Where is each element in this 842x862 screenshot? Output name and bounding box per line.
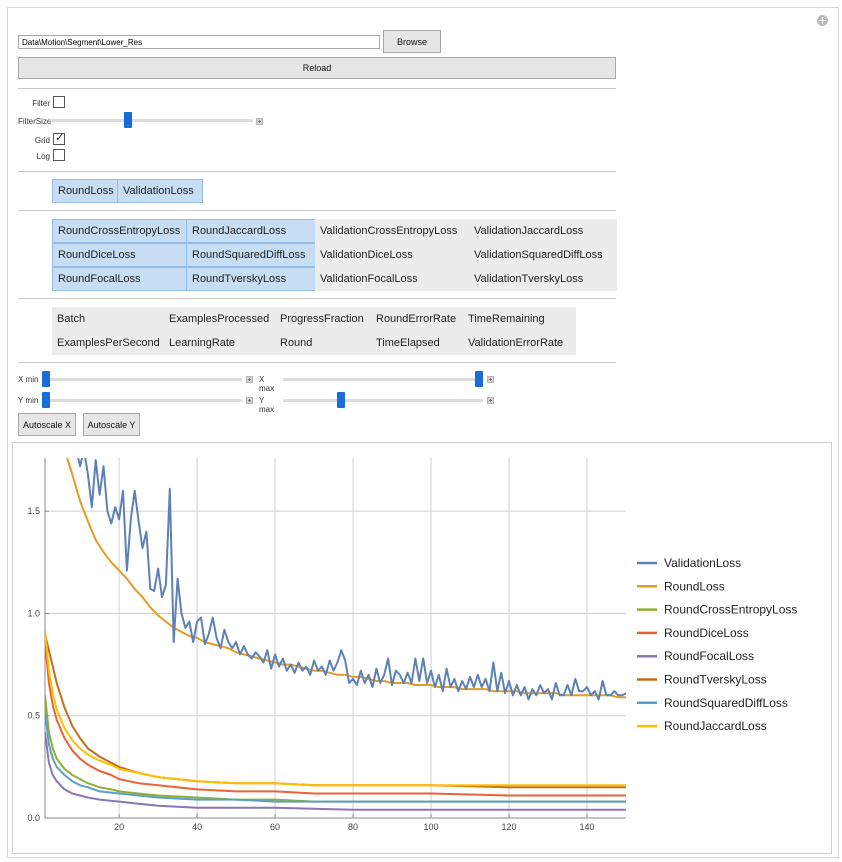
metric-toggle[interactable]: Round [275, 331, 372, 355]
metric-toggle[interactable]: RoundTverskyLoss [186, 267, 316, 291]
series-line-RoundTverskyLoss [45, 633, 626, 789]
separator [18, 171, 616, 172]
legend-label: RoundSquaredDiffLoss [664, 696, 788, 710]
xmax-slider-thumb[interactable] [475, 371, 483, 387]
metric-toggle[interactable]: TimeRemaining [463, 307, 576, 331]
x-tick-label: 80 [348, 822, 358, 832]
xmin-label: X min [18, 375, 39, 384]
metric-roundloss-toggle[interactable]: RoundLoss [52, 179, 118, 203]
x-tick-label: 100 [424, 822, 439, 832]
xmax-slider-track[interactable] [283, 378, 483, 381]
x-tick-label: 120 [502, 822, 517, 832]
legend-label: ValidationLoss [664, 556, 741, 570]
series-line-RoundDiceLoss [45, 642, 626, 797]
legend-label: RoundLoss [664, 579, 725, 593]
path-input[interactable]: Data\Motion\Segment\Lower_Res [18, 35, 380, 49]
ymin-label: Y min [18, 396, 39, 405]
y-tick-label: 1.5 [27, 506, 40, 516]
legend-label: RoundDiceLoss [664, 626, 749, 640]
ymax-expand-icon[interactable] [487, 397, 494, 404]
xmin-expand-icon[interactable] [246, 376, 253, 383]
xmax-label: X max [259, 375, 275, 393]
metric-toggle[interactable]: RoundJaccardLoss [186, 219, 316, 243]
metric-toggle[interactable]: RoundCrossEntropyLoss [52, 219, 187, 243]
ymin-slider-thumb[interactable] [42, 392, 50, 408]
log-label: Log [36, 152, 50, 161]
xmax-expand-icon[interactable] [487, 376, 494, 383]
metric-toggle[interactable]: ProgressFraction [275, 307, 372, 331]
metric-toggle[interactable]: LearningRate [164, 331, 276, 355]
metric-validationloss-toggle[interactable]: ValidationLoss [117, 179, 203, 203]
x-tick-label: 40 [192, 822, 202, 832]
ymax-label: Y max [259, 396, 275, 414]
series-line-RoundJaccardLoss [45, 629, 626, 787]
filtersize-expand-icon[interactable] [256, 118, 263, 125]
series-line-RoundSquaredDiffLoss [45, 711, 626, 803]
separator [18, 362, 616, 363]
y-tick-label: 0.0 [27, 813, 40, 823]
metric-toggle[interactable]: ExamplesProcessed [164, 307, 276, 331]
filter-checkbox[interactable] [53, 96, 65, 108]
metric-toggle[interactable]: ValidationTverskyLoss [469, 267, 617, 291]
plus-icon[interactable] [817, 15, 828, 26]
log-checkbox[interactable] [53, 149, 65, 161]
y-tick-label: 1.0 [27, 608, 40, 618]
separator [18, 88, 616, 89]
metric-toggle[interactable]: Batch [52, 307, 165, 331]
metric-toggle[interactable]: RoundErrorRate [371, 307, 464, 331]
series-line-RoundLoss [66, 458, 626, 699]
filter-label: Filter [32, 99, 50, 108]
grid-label: Grid [34, 136, 50, 145]
autoscale-x-button[interactable]: Autoscale X [18, 413, 76, 436]
x-tick-label: 60 [270, 822, 280, 832]
filtersize-label: FilterSize [18, 117, 52, 126]
metric-toggle[interactable]: ValidationSquaredDiffLoss [469, 243, 617, 267]
filtersize-slider-track[interactable] [50, 119, 253, 122]
metric-toggle[interactable]: ValidationFocalLoss [315, 267, 470, 291]
filtersize-slider-thumb[interactable] [124, 112, 133, 128]
series-line-ValidationLoss [77, 458, 626, 701]
metric-toggle[interactable]: ValidationErrorRate [463, 331, 576, 355]
autoscale-y-button[interactable]: Autoscale Y [83, 413, 140, 436]
legend-label: RoundFocalLoss [664, 649, 754, 663]
separator [18, 210, 616, 211]
x-tick-label: 140 [579, 822, 594, 832]
metric-toggle[interactable]: ValidationJaccardLoss [469, 219, 617, 243]
x-tick-label: 20 [114, 822, 124, 832]
y-tick-label: 0.5 [27, 711, 40, 721]
legend-label: RoundTverskyLoss [664, 673, 767, 687]
series-line-RoundFocalLoss [45, 731, 626, 811]
ymin-expand-icon[interactable] [246, 397, 253, 404]
checkmark-icon: ✓ [55, 132, 65, 144]
metric-toggle[interactable]: RoundDiceLoss [52, 243, 187, 267]
metric-toggle[interactable]: RoundFocalLoss [52, 267, 187, 291]
ymax-slider-thumb[interactable] [336, 392, 345, 408]
metric-toggle[interactable]: RoundSquaredDiffLoss [186, 243, 316, 267]
grid-checkbox[interactable]: ✓ [53, 132, 65, 145]
metric-toggle[interactable]: ValidationDiceLoss [315, 243, 470, 267]
ymin-slider-track[interactable] [42, 399, 242, 402]
metric-toggle[interactable]: TimeElapsed [371, 331, 464, 355]
xmin-slider-track[interactable] [42, 378, 242, 381]
metric-toggle[interactable]: ExamplesPerSecond [52, 331, 165, 355]
xmin-slider-thumb[interactable] [42, 371, 50, 387]
separator [18, 298, 616, 299]
metric-toggle[interactable]: ValidationCrossEntropyLoss [315, 219, 470, 243]
ymax-slider-track[interactable] [283, 399, 483, 402]
legend-label: RoundJaccardLoss [664, 719, 767, 733]
browse-button[interactable]: Browse [383, 30, 441, 53]
legend-label: RoundCrossEntropyLoss [664, 603, 797, 617]
reload-button[interactable]: Reload [18, 57, 616, 79]
